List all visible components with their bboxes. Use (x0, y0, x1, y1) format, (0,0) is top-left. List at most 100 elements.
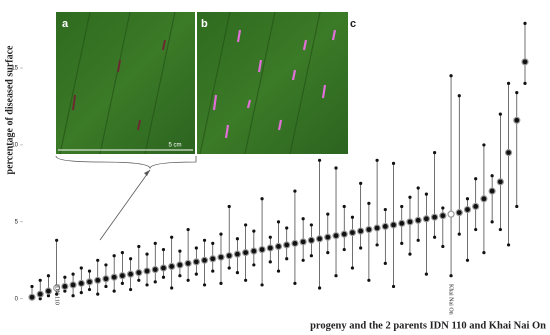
min-point (202, 283, 207, 287)
mean-point (414, 216, 422, 224)
min-point (260, 283, 264, 287)
max-point (186, 227, 190, 232)
max-point (293, 189, 297, 193)
max-point (515, 91, 519, 95)
min-point (350, 266, 355, 270)
max-point (38, 278, 42, 282)
max-point (416, 186, 420, 190)
min-point (408, 252, 412, 256)
mean-point (143, 267, 151, 275)
min-point (449, 274, 453, 278)
mean-point (233, 250, 242, 258)
max-point (424, 192, 428, 196)
min-point (104, 284, 108, 289)
max-point (252, 229, 256, 233)
min-point (276, 269, 281, 273)
panel-label: a (62, 18, 69, 30)
max-point (474, 177, 478, 181)
max-point (235, 237, 240, 241)
min-point (235, 271, 240, 275)
max-point (334, 166, 338, 170)
max-point (219, 232, 223, 236)
max-point (170, 235, 174, 239)
y-tick-label: 0 (15, 296, 19, 302)
x-tick-label: IDN 110 (53, 284, 59, 305)
mean-point (340, 230, 348, 238)
mean-point (488, 187, 496, 195)
min-point (120, 281, 124, 285)
mean-point (431, 213, 439, 221)
leaf-image-b (197, 12, 348, 154)
mean-point (406, 218, 414, 226)
min-point (326, 251, 330, 255)
max-point (482, 143, 486, 147)
min-point (342, 247, 346, 252)
y-tick-label: 10 (11, 143, 18, 149)
mean-point (200, 256, 209, 264)
max-point (498, 112, 502, 116)
max-point (350, 215, 355, 219)
min-point (433, 235, 437, 239)
lesions-b (212, 29, 337, 139)
max-point (55, 238, 59, 242)
mean-point (332, 232, 340, 240)
mean-point (184, 259, 192, 267)
arrow (99, 169, 151, 241)
mean-point (127, 270, 135, 278)
bracket (55, 155, 197, 170)
mean-point (348, 229, 357, 237)
mean-point (159, 264, 168, 272)
mean-point (225, 252, 233, 260)
min-point (465, 258, 470, 262)
min-point (367, 278, 371, 282)
mean-point (53, 284, 61, 292)
mean-point (422, 215, 430, 223)
mean-point (118, 272, 126, 280)
min-point (375, 243, 379, 247)
max-point (244, 223, 248, 227)
min-point (441, 244, 445, 249)
mean-point (28, 293, 36, 301)
max-point (87, 269, 92, 273)
min-point (244, 278, 248, 282)
max-point (367, 201, 371, 205)
max-point (96, 258, 100, 262)
mean-point (242, 249, 250, 257)
max-point (309, 223, 313, 227)
max-point (285, 226, 289, 230)
min-point (400, 241, 404, 245)
mean-point (521, 58, 529, 66)
mean-point (439, 212, 447, 220)
max-point (457, 94, 461, 98)
mean-point (307, 236, 315, 244)
min-point (515, 204, 519, 209)
max-point (391, 161, 396, 165)
max-point (178, 249, 182, 253)
mean-point (110, 273, 118, 281)
mean-point (447, 210, 455, 218)
min-point (416, 238, 420, 242)
x-axis-label: progeny and the 2 parents IDN 110 and Kh… (310, 320, 546, 331)
mean-point (365, 225, 373, 234)
min-point (474, 227, 478, 232)
mean-point (168, 262, 176, 271)
max-point (276, 220, 281, 224)
max-point (523, 21, 527, 25)
min-point (137, 278, 141, 282)
mean-point (381, 222, 389, 231)
max-point (383, 207, 387, 212)
panel-label: b (201, 18, 208, 30)
max-point (145, 252, 149, 256)
lesions-a (72, 39, 166, 131)
min-point (482, 251, 486, 255)
mean-point (85, 278, 94, 286)
mean-point (357, 227, 365, 235)
min-point (301, 258, 305, 262)
max-point (342, 204, 346, 209)
max-point (71, 272, 75, 276)
max-point (433, 151, 437, 155)
min-point (317, 286, 322, 290)
min-point (457, 232, 461, 236)
mean-point (192, 258, 200, 266)
